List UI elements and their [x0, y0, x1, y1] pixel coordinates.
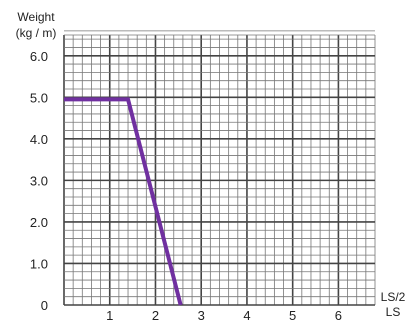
x-tick-label: 6 — [335, 308, 342, 322]
y-tick-label: 4.0 — [30, 132, 48, 147]
y-tick-label: 6.0 — [30, 49, 48, 64]
x-tick-label: 5 — [289, 308, 296, 322]
x-tick-label: 1 — [106, 308, 113, 322]
grid — [63, 30, 376, 306]
series-line-1 — [64, 97, 183, 306]
labels-layer: Weight (kg / m) LS/2 LS 1 2 3 4 5 6 0 1.0 2.0 3.0… — [16, 10, 406, 322]
y-tick-label: 3.0 — [30, 173, 48, 188]
y-tick-label: 2.0 — [30, 215, 48, 230]
x-tick-label: 2 — [152, 308, 159, 322]
x-axis-title-line2: LS — [386, 305, 401, 319]
y-tick-label: 1.0 — [30, 256, 48, 271]
x-axis-title-line1: LS/2 — [381, 290, 406, 304]
y-axis-title-line1: Weight — [17, 10, 55, 24]
y-tick-label: 0 — [41, 298, 48, 313]
y-tick-label: 5.0 — [30, 90, 48, 105]
x-tick-label: 4 — [243, 308, 250, 322]
series-layer — [64, 97, 183, 306]
y-axis-title-line2: (kg / m) — [16, 26, 57, 40]
x-tick-label: 3 — [198, 308, 205, 322]
